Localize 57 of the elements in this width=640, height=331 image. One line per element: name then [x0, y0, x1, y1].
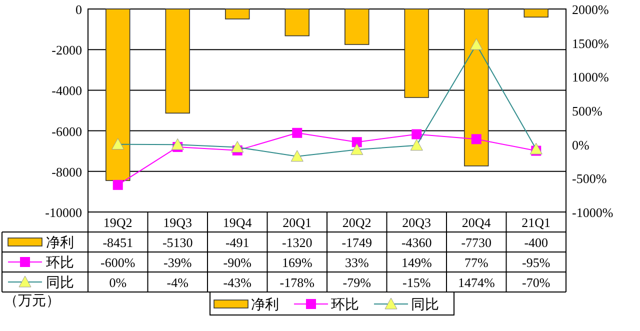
data-label: -95%: [522, 255, 550, 270]
x-tick-label: 20Q3: [402, 215, 432, 230]
data-label: 33%: [344, 255, 369, 270]
text: 同比: [411, 298, 439, 313]
data-label: -491: [225, 235, 250, 250]
legend-label: 环比: [46, 255, 74, 271]
data-label: -43%: [223, 275, 252, 290]
y2-tick-label: 500%: [572, 104, 602, 118]
data-label: -5130: [162, 235, 193, 250]
text: 净利: [251, 298, 279, 313]
legend-label: 净利: [46, 235, 74, 251]
x-tick-label: 19Q3: [163, 215, 192, 230]
y2-tick-label: 0%: [572, 137, 590, 152]
y-tick-label: -6000: [52, 124, 82, 139]
text: 环比: [331, 298, 359, 313]
data-label: -4360: [401, 235, 432, 250]
x-tick-label: 20Q1: [282, 215, 312, 230]
y2-tick-label: 2000%: [572, 2, 609, 17]
data-label: 1474%: [458, 275, 495, 290]
data-label: -70%: [522, 275, 550, 290]
data-label: -15%: [402, 275, 431, 290]
data-label: -90%: [223, 255, 252, 270]
x-tick-label: 21Q1: [522, 215, 551, 230]
y2-tick-label: -1000%: [572, 205, 614, 220]
point: [292, 128, 302, 138]
data-label: -1749: [342, 235, 372, 250]
x-tick-label: 20Q2: [342, 215, 372, 230]
data-label: 77%: [464, 255, 488, 270]
y-tick-label: -4000: [52, 83, 82, 98]
data-label: -8451: [102, 235, 134, 250]
data-label: 0%: [109, 275, 127, 290]
y2-tick-label: 1500%: [572, 36, 609, 51]
point: [352, 137, 362, 148]
data-label: -39%: [164, 255, 192, 270]
point: [471, 134, 482, 144]
data-label: 169%: [282, 255, 312, 270]
y-tick-label: 0: [76, 2, 82, 17]
y2-tick-label: 1000%: [572, 70, 609, 85]
data-label: -178%: [280, 275, 315, 290]
data-label: -400: [524, 235, 548, 250]
text: （万元）: [4, 294, 60, 309]
y2-tick-label: -500%: [572, 171, 607, 186]
data-label: 149%: [401, 255, 432, 270]
y-tick-label: -2000: [52, 42, 82, 58]
x-tick-label: 19Q4: [222, 215, 252, 230]
data-label: -600%: [100, 255, 136, 270]
x-tick-label: 20Q4: [462, 215, 492, 230]
y-tick-label: -10000: [45, 205, 82, 220]
point: [112, 180, 123, 190]
data-label: -7730: [461, 235, 492, 250]
point: [412, 129, 422, 140]
x-tick-label: 19Q2: [103, 215, 132, 230]
data-label: -1320: [282, 235, 312, 250]
data-label: -79%: [342, 275, 372, 290]
y-tick-label: -8000: [52, 164, 82, 180]
legend-label: 同比: [46, 275, 74, 291]
data-label: -4%: [166, 275, 189, 290]
